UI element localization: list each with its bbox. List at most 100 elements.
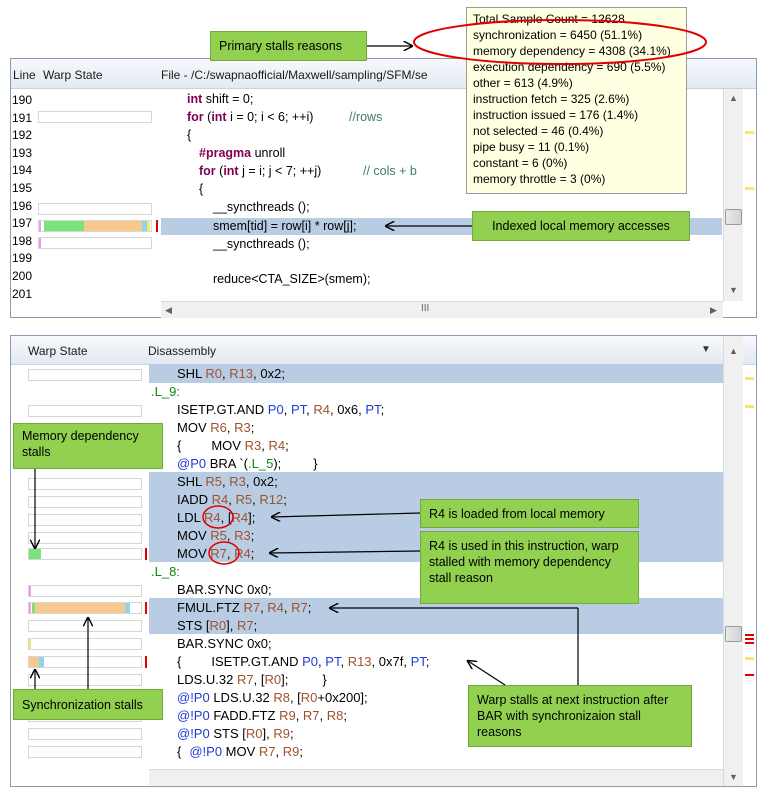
source-comment-cols: // cols + b [363,164,417,178]
stall-red-marker [145,602,147,614]
disassembly-vertical-scrollbar[interactable]: ▲ ▼ [723,336,743,786]
line-number: 199 [12,251,33,266]
asm-line: {@!P0 MOV R7, R9; [177,744,304,759]
scroll-down-arrow-icon[interactable]: ▼ [729,772,738,782]
callout-memory-dependency-stalls: Memory dependency stalls [13,423,163,469]
source-horizontal-scrollbar[interactable]: ◀ III ▶ [161,301,723,318]
scroll-up-arrow-icon[interactable]: ▲ [729,346,738,356]
warp-state-bar-197 [38,220,152,232]
warp-state-bar [28,746,142,758]
disassembly-horizontal-scrollbar[interactable] [149,769,723,786]
warp-state-segment [32,603,35,613]
callout-indexed-local-memory: Indexed local memory accesses [472,211,690,241]
stall-red-marker [145,656,147,668]
line-number: 194 [12,163,33,178]
asm-line: BAR.SYNC 0x0; [177,636,272,651]
source-line-193: #pragma unroll [199,146,286,160]
warp-state-segment [29,657,39,667]
asm-line: @!P0 LDS.U.32 R8, [R0+0x200]; [177,690,368,705]
warp-state-segment [29,586,31,596]
callout-r4-loaded: R4 is loaded from local memory [420,499,639,528]
overview-marker-yellow[interactable] [745,657,754,660]
tooltip-line: Total Sample Count = 12628 [473,12,625,26]
overview-marker-red[interactable] [745,638,754,640]
overview-marker-yellow[interactable] [745,131,754,134]
highlighted-asm-block [149,364,723,383]
asm-line: MOV R5, R3; [177,528,255,543]
highlighted-asm-block [149,598,723,634]
source-line-196: __syncthreads (); [213,200,310,214]
asm-line: @!P0 STS [R0], R9; [177,726,294,741]
asm-label: .L_9: [151,384,180,399]
asm-line: IADD R4, R5, R12; [177,492,287,507]
overview-marker-yellow[interactable] [745,187,754,190]
warp-state-bar [28,602,142,614]
asm-line: @!P0 FADD.FTZ R9, R7, R8; [177,708,348,723]
warp-state-bar [28,548,142,560]
overview-marker-red[interactable] [745,642,754,644]
stall-reasons-tooltip: Total Sample Count = 12628 synchronizatio… [466,7,687,194]
asm-line: {MOV R3, R4; [177,438,289,453]
warp-state-segment [29,549,41,559]
scroll-up-arrow-icon[interactable]: ▲ [729,93,738,103]
line-number: 195 [12,181,33,195]
tooltip-line: not selected = 46 (0.4%) [473,124,604,138]
disassembly-view-header: Warp State Disassembly ▼ [11,336,756,365]
disassembly-column-header[interactable]: Disassembly [148,344,217,358]
warp-state-bar-196 [38,203,152,215]
tooltip-line: other = 613 (4.9%) [473,76,573,90]
overview-marker-yellow[interactable] [745,377,754,380]
asm-line: SHL R0, R13, 0x2; [177,366,285,381]
overview-marker-yellow[interactable] [745,405,754,408]
scroll-down-arrow-icon[interactable]: ▼ [729,285,738,295]
line-column-header[interactable]: Line [13,68,36,82]
line-number: 192 [12,128,33,143]
warp-state-segment [125,603,130,613]
overview-marker-red[interactable] [745,634,754,636]
callout-next-instruction-stalls: Warp stalls at next instruction after BA… [468,685,692,747]
source-line-200: reduce<CTA_SIZE>(smem); [213,272,371,286]
warp-state-bar-191 [38,111,152,123]
tooltip-line: execution dependency = 690 (5.5%) [473,60,666,74]
asm-line: @P0 BRA `(.L_5);} [177,456,318,471]
warp-state-bar [28,674,142,686]
scroll-thumb[interactable] [725,626,742,642]
scroll-thumb[interactable] [725,209,742,225]
scroll-right-arrow-icon[interactable]: ▶ [710,305,717,315]
warp-state-bar [28,514,142,526]
line-number: 196 [12,198,33,213]
asm-line: MOV R6, R3; [177,420,255,435]
warp-state-segment [35,603,125,613]
asm-line: BAR.SYNC 0x0; [177,582,272,597]
warp-state-segment [29,603,31,613]
stall-red-marker [145,548,147,560]
tooltip-line: synchronization = 6450 (51.1%) [473,28,643,42]
asm-line: SHL R5, R3, 0x2; [177,474,278,489]
line-number: 197 [12,216,33,231]
overview-marker-red[interactable] [745,674,754,676]
warp-state-segment [39,657,44,667]
callout-synchronization-stalls: Synchronization stalls [13,689,163,720]
source-line-198: __syncthreads (); [213,237,310,251]
warp-state-column-header[interactable]: Warp State [43,68,103,82]
source-line-195: { [199,182,204,196]
warp-state-bar [28,405,142,417]
warp-state-bar [28,728,142,740]
chevron-down-icon[interactable]: ▼ [701,344,711,355]
warp-state-column-header[interactable]: Warp State [28,344,88,358]
source-line-192: { [187,128,192,142]
warp-state-bar [28,638,142,650]
callout-r4-used: R4 is used in this instruction, warp sta… [420,531,639,604]
source-line-194: for (int j = i; j < 7; ++j) [199,164,322,178]
warp-state-bar [28,656,142,668]
file-column-header[interactable]: File - /C:/swapnaofficial/Maxwell/sampli… [161,68,428,82]
line-number: 198 [12,233,33,248]
scroll-left-arrow-icon[interactable]: ◀ [165,305,172,315]
line-number: 200 [12,269,33,283]
source-vertical-scrollbar[interactable]: ▲ ▼ [723,89,743,301]
warp-state-bar [28,532,142,544]
source-comment-rows: //rows [349,110,383,124]
asm-label: .L_8: [151,564,180,579]
source-line-197: smem[tid] = row[i] * row[j]; [213,219,357,233]
warp-state-bar [28,496,142,508]
